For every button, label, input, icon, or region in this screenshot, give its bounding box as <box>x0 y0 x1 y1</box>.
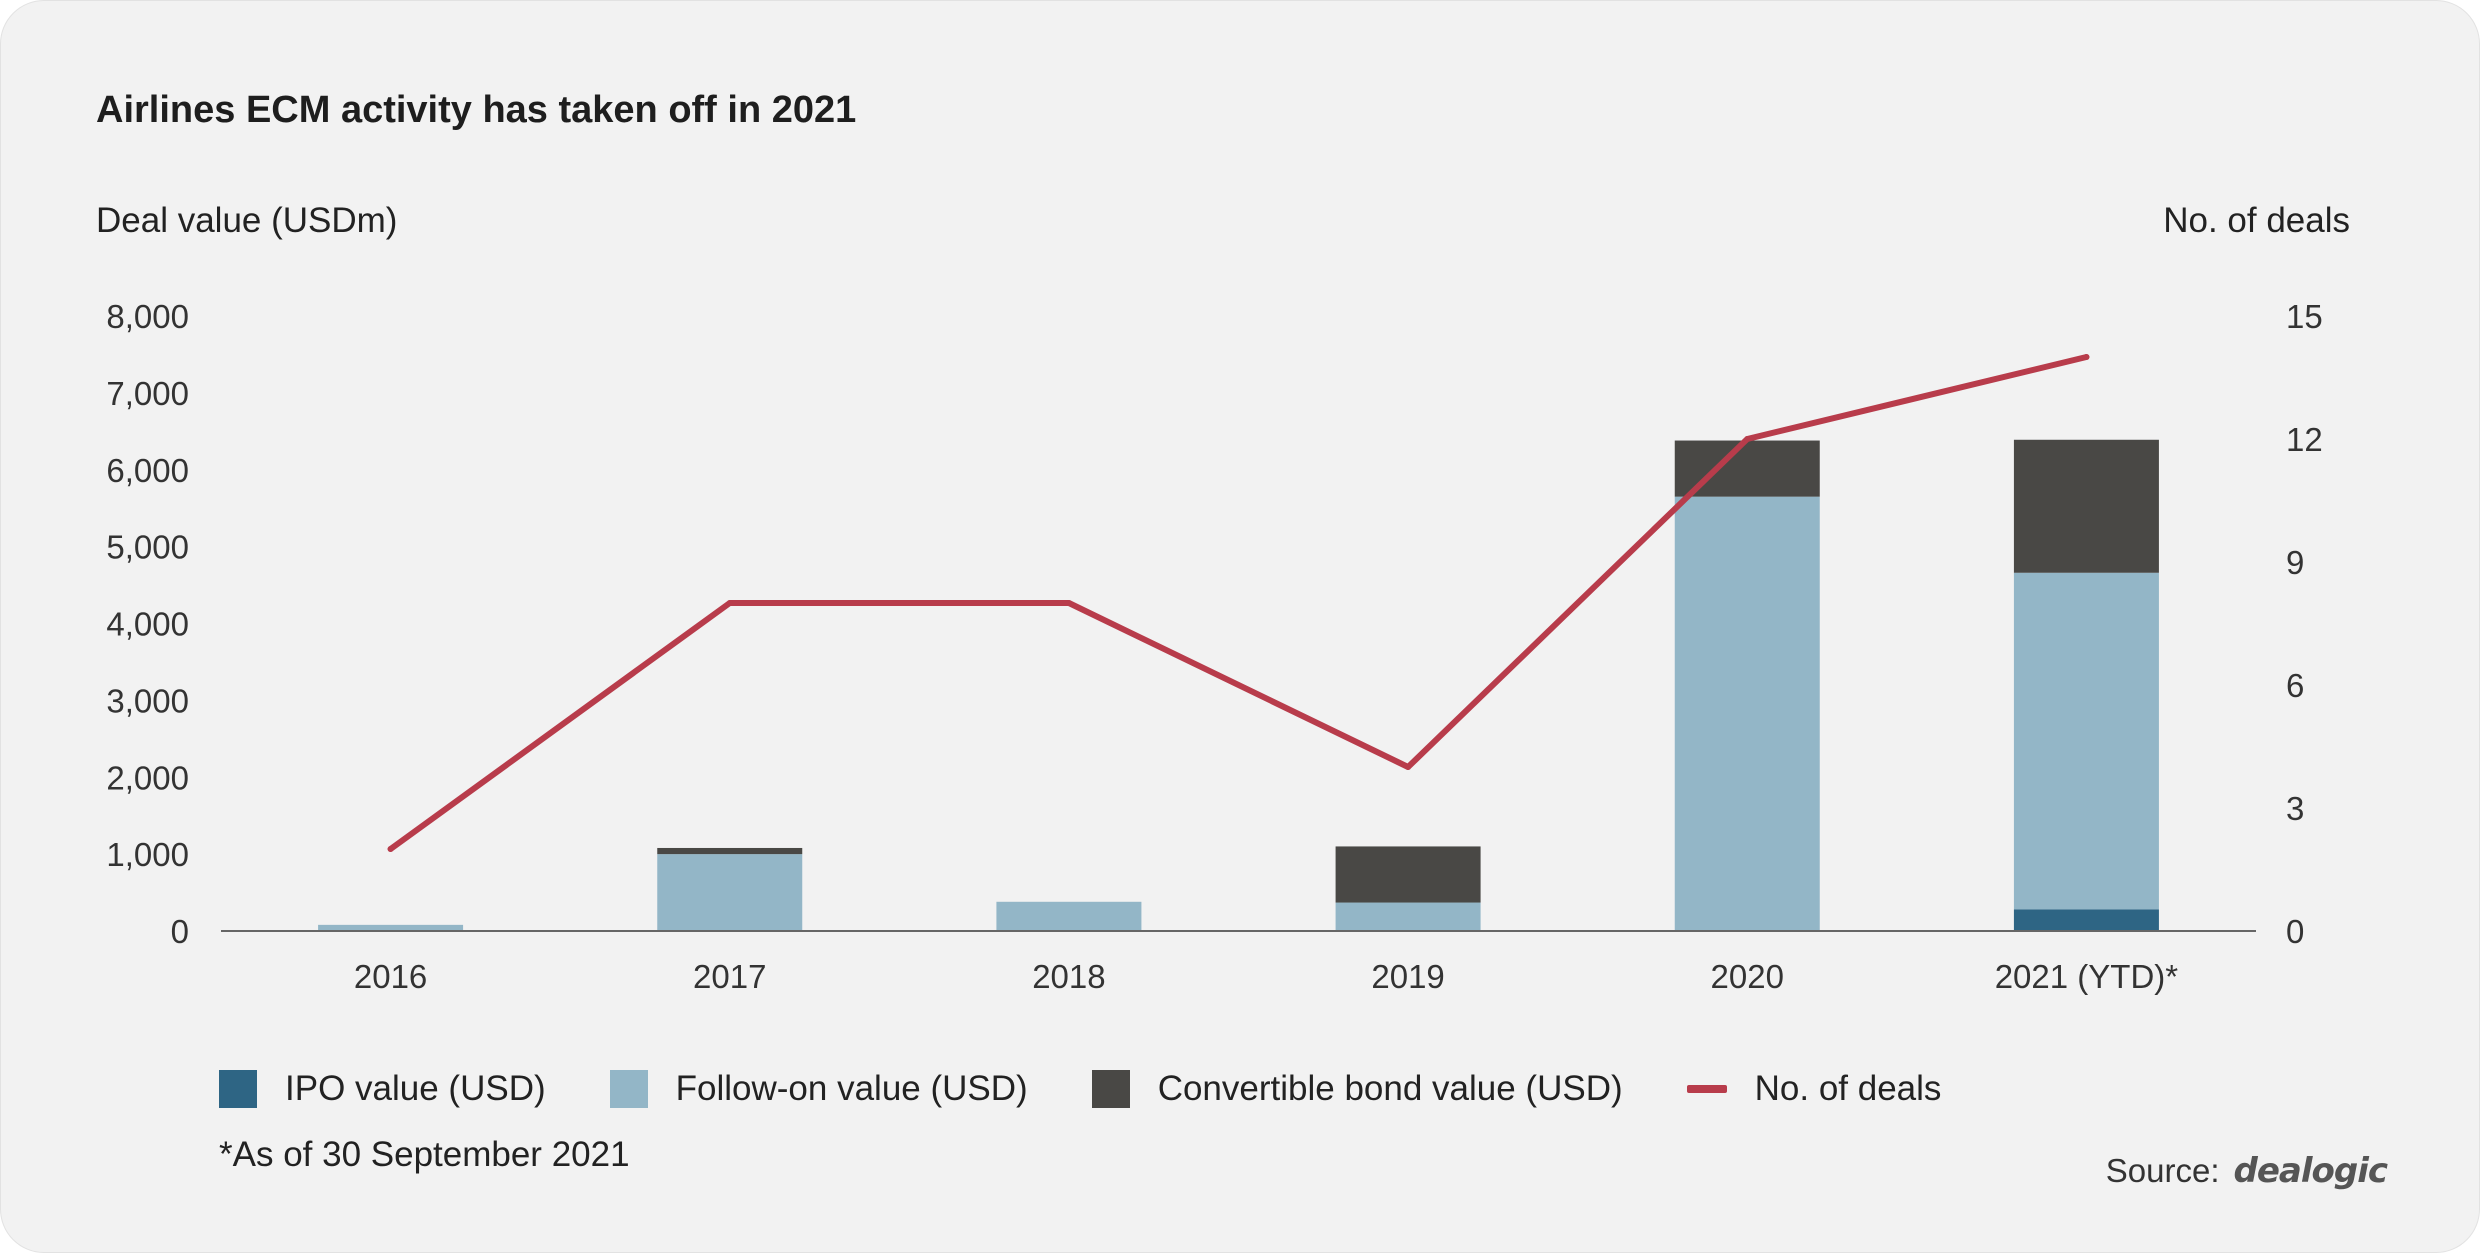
right-tick-label: 3 <box>2286 790 2304 827</box>
legend-line-deals <box>1686 1085 1727 1093</box>
deals-point <box>726 600 733 606</box>
deals-point <box>387 846 394 852</box>
category-label: 2016 <box>354 958 427 995</box>
legend-label-deals: No. of deals <box>1754 1069 1942 1108</box>
convertible-bar <box>2013 439 2159 573</box>
follow-on-bar <box>1335 902 1481 931</box>
category-label: 2019 <box>1371 958 1444 995</box>
follow-on-bar <box>1674 496 1820 931</box>
follow-on-bar <box>318 924 464 931</box>
left-tick-label: 8,000 <box>106 298 189 335</box>
right-tick-label: 12 <box>2286 421 2323 458</box>
source-label: Source: <box>2105 1152 2220 1189</box>
deals-point <box>1744 436 1751 442</box>
right-tick-label: 15 <box>2286 298 2323 335</box>
legend-swatch-follow-on <box>609 1070 648 1108</box>
source-credit: Source: dealogic <box>2105 1151 2388 1191</box>
legend-label-ipo: IPO value (USD) <box>285 1069 546 1108</box>
left-tick-label: 3,000 <box>106 682 189 719</box>
deals-point <box>2083 354 2090 360</box>
footnote: *As of 30 September 2021 <box>219 1135 630 1174</box>
left-tick-label: 7,000 <box>106 375 189 412</box>
follow-on-bar <box>996 901 1142 931</box>
left-tick-label: 6,000 <box>106 452 189 489</box>
category-label: 2021 (YTD)* <box>1995 958 2179 995</box>
deals-point <box>1065 600 1072 606</box>
category-label: 2020 <box>1711 958 1784 995</box>
legend-item-follow-on: Follow-on value (USD) <box>609 1069 1028 1109</box>
dealogic-logo: dealogic <box>2233 1151 2388 1191</box>
convertible-bar <box>657 847 803 855</box>
left-tick-label: 0 <box>171 913 189 950</box>
right-axis-label: No. of deals <box>2163 201 2350 240</box>
legend-label-convertible: Convertible bond value (USD) <box>1157 1069 1623 1108</box>
ipo-bar <box>2013 909 2159 931</box>
left-tick-label: 4,000 <box>106 606 189 643</box>
legend-label-follow-on: Follow-on value (USD) <box>675 1069 1028 1108</box>
legend-item-convertible: Convertible bond value (USD) <box>1091 1069 1623 1109</box>
chart-title: Airlines ECM activity has taken off in 2… <box>96 89 857 131</box>
right-tick-label: 9 <box>2286 544 2304 581</box>
convertible-bar <box>1335 846 1481 903</box>
left-tick-label: 2,000 <box>106 759 189 796</box>
category-label: 2018 <box>1032 958 1105 995</box>
deals-line <box>387 354 2090 852</box>
legend-swatch-ipo <box>219 1070 257 1108</box>
follow-on-bar <box>657 854 803 931</box>
deals-point <box>1405 764 1412 770</box>
left-tick-label: 5,000 <box>106 529 189 566</box>
legend-item-ipo: IPO value (USD) <box>219 1069 546 1109</box>
legend-swatch-convertible <box>1091 1070 1130 1108</box>
left-tick-label: 1,000 <box>106 836 189 873</box>
right-tick-label: 0 <box>2286 913 2304 950</box>
legend: IPO value (USD) Follow-on value (USD) Co… <box>219 1069 2005 1109</box>
left-axis-label: Deal value (USDm) <box>96 201 398 240</box>
category-label: 2017 <box>693 958 766 995</box>
legend-item-deals: No. of deals <box>1686 1069 1942 1109</box>
follow-on-bar <box>2013 572 2159 910</box>
right-tick-label: 6 <box>2286 667 2304 704</box>
